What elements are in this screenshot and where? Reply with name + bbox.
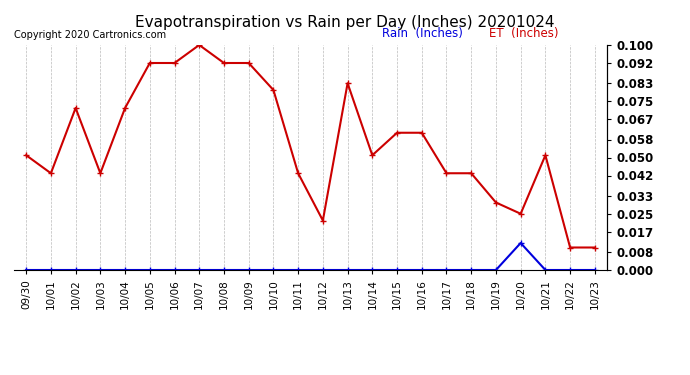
Text: Evapotranspiration vs Rain per Day (Inches) 20201024: Evapotranspiration vs Rain per Day (Inch… xyxy=(135,15,555,30)
Text: ET  (Inches): ET (Inches) xyxy=(489,27,558,40)
Text: Rain  (Inches): Rain (Inches) xyxy=(382,27,462,40)
Text: Copyright 2020 Cartronics.com: Copyright 2020 Cartronics.com xyxy=(14,30,166,40)
